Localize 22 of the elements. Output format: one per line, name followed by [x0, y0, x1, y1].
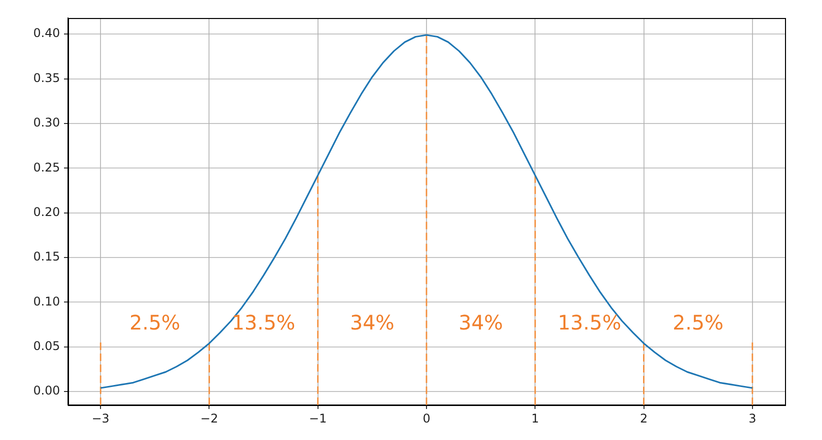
y-tick-label: 0.30 — [33, 116, 60, 130]
y-tick-label: 0.35 — [33, 70, 60, 85]
y-tick-label: 0.20 — [33, 204, 60, 219]
annotation: 13.5% — [232, 310, 296, 335]
annotation: 13.5% — [558, 310, 622, 335]
y-tick-label: 0.10 — [33, 294, 60, 308]
x-tick-label: −3 — [92, 411, 110, 426]
x-tick-label: 0 — [422, 411, 430, 426]
x-tick-label: −2 — [200, 411, 218, 426]
y-tick-label: 0.15 — [33, 250, 60, 264]
y-tick-label: 0.25 — [33, 160, 60, 174]
y-tick-label: 0.00 — [33, 384, 60, 398]
annotation: 34% — [458, 310, 504, 335]
y-tick-label: 0.05 — [33, 339, 60, 354]
annotation: 34% — [350, 310, 394, 335]
x-tick-label: 2 — [640, 411, 648, 426]
annotation: 2.5% — [672, 310, 724, 335]
x-tick-label: 1 — [531, 411, 539, 426]
x-tick-label: 3 — [748, 411, 756, 426]
annotation: 2.5% — [130, 310, 180, 335]
y-tick-label: 0.40 — [33, 26, 60, 40]
x-tick-label: −1 — [309, 411, 327, 426]
